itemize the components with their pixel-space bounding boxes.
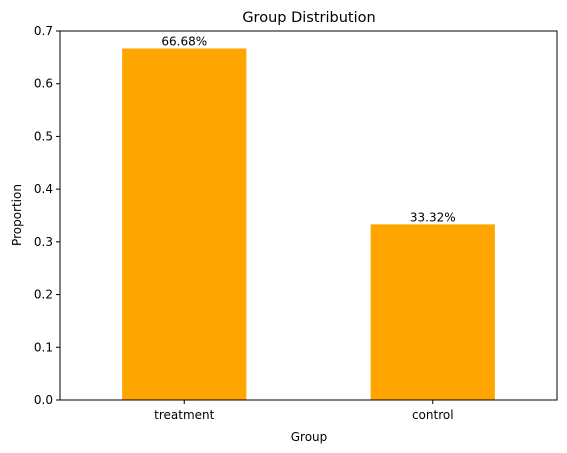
bar <box>122 48 247 400</box>
bar <box>370 224 495 400</box>
data-label: 66.68% <box>161 35 207 49</box>
y-tick-label: 0.1 <box>34 340 53 354</box>
x-axis-label: Group <box>291 430 328 444</box>
x-tick-label: control <box>412 408 454 422</box>
y-axis-label: Proportion <box>10 184 24 246</box>
y-tick-label: 0.4 <box>34 182 53 196</box>
y-tick-label: 0.3 <box>34 235 53 249</box>
x-tick-label: treatment <box>154 408 214 422</box>
data-label: 33.32% <box>410 210 456 224</box>
plot-frame <box>59 30 558 401</box>
y-tick-label: 0.0 <box>34 393 53 407</box>
chart-title: Group Distribution <box>242 10 375 26</box>
y-tick-label: 0.6 <box>34 77 53 91</box>
y-tick-label: 0.7 <box>34 24 53 38</box>
y-tick-label: 0.2 <box>34 288 53 302</box>
plot-area: 0.0 0.1 0.2 0.3 0.4 0.5 0.6 0.7 66.68% treatment 3… <box>34 24 495 422</box>
y-tick-label: 0.5 <box>34 129 53 143</box>
